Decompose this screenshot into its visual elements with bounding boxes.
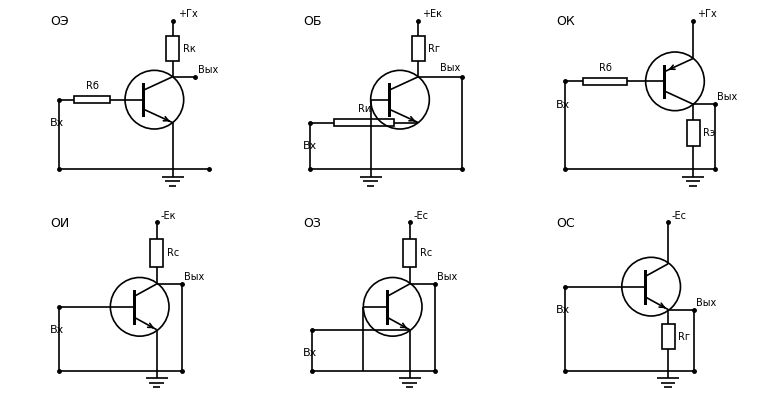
Text: -Eс: -Eс bbox=[672, 211, 687, 221]
Text: Вх: Вх bbox=[555, 100, 570, 110]
Bar bbox=[335, 119, 394, 126]
Text: ОБ: ОБ bbox=[303, 15, 321, 28]
Bar bbox=[662, 324, 675, 349]
Text: Вх: Вх bbox=[50, 118, 64, 128]
Text: Rг: Rг bbox=[678, 332, 690, 342]
Text: -Eк: -Eк bbox=[160, 211, 176, 221]
Bar bbox=[584, 78, 628, 85]
Text: ОЭ: ОЭ bbox=[50, 15, 68, 28]
Text: ОЗ: ОЗ bbox=[303, 217, 321, 230]
Text: Rк: Rк bbox=[183, 44, 195, 54]
Text: Rи: Rи bbox=[358, 104, 371, 114]
Bar bbox=[403, 239, 416, 267]
Text: Rг: Rг bbox=[428, 44, 440, 54]
Text: ОИ: ОИ bbox=[50, 217, 69, 230]
Text: Вх: Вх bbox=[555, 305, 570, 315]
Text: ОС: ОС bbox=[555, 217, 574, 230]
Text: +Гх: +Гх bbox=[697, 9, 717, 19]
Text: Вых: Вых bbox=[184, 272, 205, 282]
Text: -Eс: -Eс bbox=[413, 211, 429, 221]
Text: Rс: Rс bbox=[166, 248, 179, 258]
Bar bbox=[412, 36, 425, 61]
Text: Rс: Rс bbox=[420, 248, 432, 258]
Bar bbox=[150, 239, 163, 267]
Bar bbox=[687, 120, 699, 146]
Text: Вх: Вх bbox=[303, 348, 317, 358]
Text: Вых: Вых bbox=[440, 63, 461, 73]
Text: Вх: Вх bbox=[50, 325, 64, 335]
Text: Rб: Rб bbox=[599, 63, 612, 73]
Text: Вых: Вых bbox=[717, 92, 738, 102]
Bar bbox=[166, 36, 179, 61]
Text: ОК: ОК bbox=[555, 15, 575, 28]
Text: +Eк: +Eк bbox=[422, 9, 442, 19]
Text: Вых: Вых bbox=[198, 65, 219, 75]
Text: Вых: Вых bbox=[696, 298, 716, 308]
Text: +Гх: +Гх bbox=[178, 9, 198, 19]
Text: Rб: Rб bbox=[86, 81, 99, 91]
Text: Вых: Вых bbox=[437, 272, 457, 282]
Bar bbox=[74, 96, 110, 103]
Text: Вх: Вх bbox=[303, 141, 317, 151]
Text: Rэ: Rэ bbox=[703, 128, 716, 138]
